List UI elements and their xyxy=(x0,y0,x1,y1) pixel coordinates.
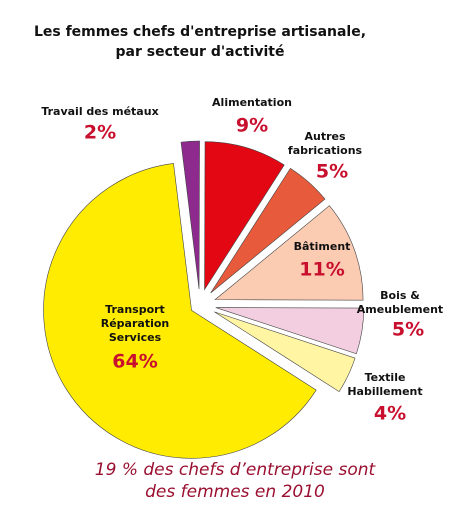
pie-slice xyxy=(204,141,285,291)
value-label: 9% xyxy=(236,115,268,137)
pie-slice xyxy=(214,311,356,393)
slice-label: Travail des métaux xyxy=(41,105,158,118)
pie-slice xyxy=(210,167,326,294)
slice-label: Bâtiment xyxy=(294,240,351,253)
slice-label: Bois & Ameublement xyxy=(357,289,443,316)
value-label: 64% xyxy=(112,351,157,373)
value-label: 2% xyxy=(84,122,116,144)
chart-title: Les femmes chefs d'entreprise artisanale… xyxy=(34,24,366,60)
value-label: 4% xyxy=(374,403,406,425)
value-label: 5% xyxy=(392,319,424,341)
pie-slice xyxy=(43,163,317,459)
pie-slice xyxy=(215,307,365,355)
slice-label: Autres fabrications xyxy=(288,130,363,157)
pie-slice xyxy=(214,205,364,301)
pie-slice xyxy=(180,140,200,290)
value-label: 11% xyxy=(299,259,344,281)
slice-label: Textile Habillement xyxy=(347,371,422,398)
value-label: 5% xyxy=(316,161,348,183)
caption: 19 % des chefs d’entreprise sont des femm… xyxy=(95,460,377,502)
slice-label: Alimentation xyxy=(212,96,292,109)
slice-label: Transport Réparation Services xyxy=(101,303,170,344)
